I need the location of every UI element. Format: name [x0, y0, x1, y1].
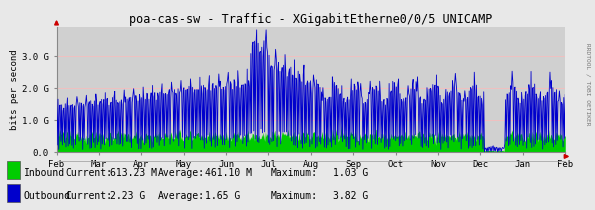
Y-axis label: bits per second: bits per second — [10, 50, 19, 130]
Text: Current:: Current: — [65, 168, 112, 178]
Text: 2.23 G: 2.23 G — [110, 191, 145, 201]
Text: Inbound: Inbound — [24, 168, 65, 178]
Text: RRDTOOL / TOBI OETIKER: RRDTOOL / TOBI OETIKER — [585, 43, 590, 125]
Text: Maximum:: Maximum: — [271, 168, 318, 178]
Text: 1.65 G: 1.65 G — [205, 191, 240, 201]
Text: 461.10 M: 461.10 M — [205, 168, 252, 178]
Text: Average:: Average: — [158, 191, 205, 201]
Title: poa-cas-sw - Traffic - XGigabitEtherne0/0/5 UNICAMP: poa-cas-sw - Traffic - XGigabitEtherne0/… — [129, 13, 493, 26]
Text: 1.03 G: 1.03 G — [333, 168, 368, 178]
Text: 613.23 M: 613.23 M — [110, 168, 157, 178]
Text: Outbound: Outbound — [24, 191, 71, 201]
Text: Maximum:: Maximum: — [271, 191, 318, 201]
Text: 3.82 G: 3.82 G — [333, 191, 368, 201]
Text: Average:: Average: — [158, 168, 205, 178]
Text: Current:: Current: — [65, 191, 112, 201]
